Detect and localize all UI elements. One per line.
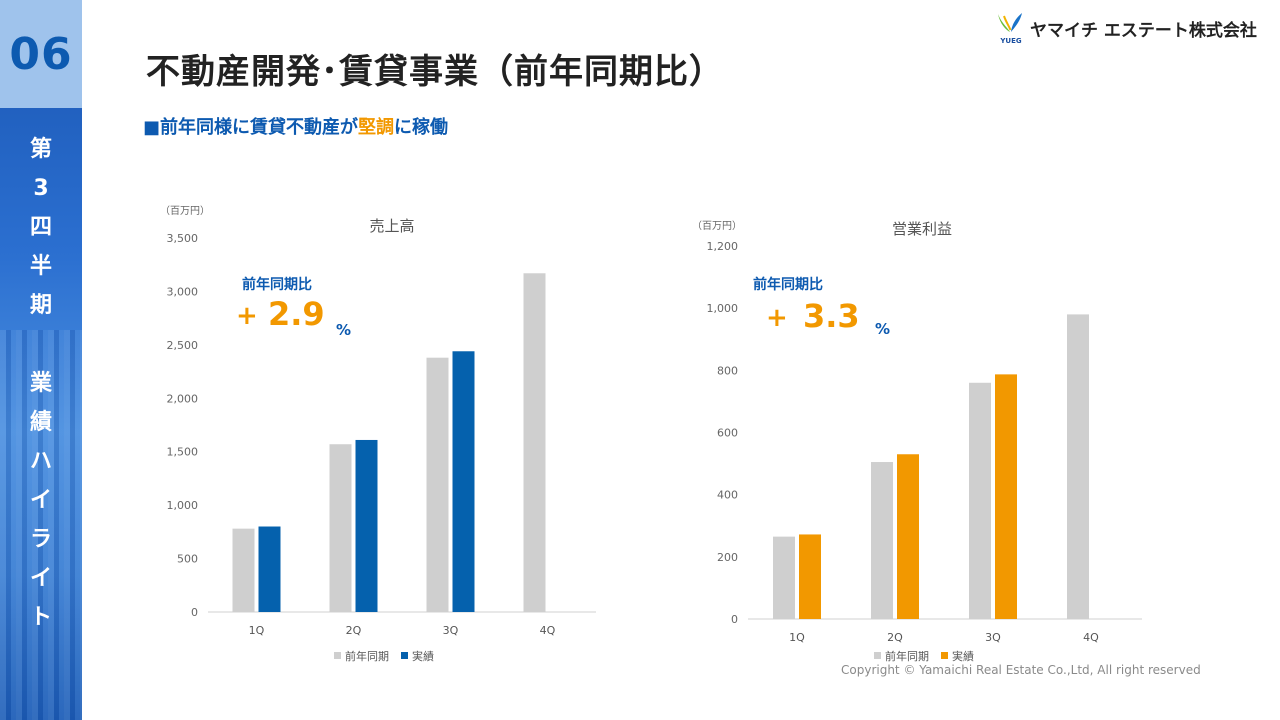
sidebar-char: イ xyxy=(29,566,52,591)
yoy-label: 前年同期比 xyxy=(242,276,312,293)
sidebar-char: ト xyxy=(29,605,52,630)
subtitle-highlight: 堅調 xyxy=(358,117,395,138)
bar-prior-year xyxy=(969,382,991,619)
x-tick-label: 1Q xyxy=(249,624,265,637)
subtitle-prefix: ■前年同様に賃貸不動産が xyxy=(143,117,359,138)
yoy-sign: + xyxy=(236,301,258,331)
yoy-sign: + xyxy=(766,303,788,333)
y-tick-label: 1,200 xyxy=(707,240,739,253)
x-tick-label: 3Q xyxy=(443,624,459,637)
y-tick-label: 3,500 xyxy=(167,232,199,245)
bar-actual xyxy=(897,454,919,619)
x-tick-label: 2Q xyxy=(887,631,903,644)
legend-swatch xyxy=(401,652,408,659)
legend-label: 実績 xyxy=(412,649,434,663)
bar-prior-year xyxy=(329,444,352,612)
yoy-value: 2.9 xyxy=(268,295,325,333)
y-tick-label: 2,000 xyxy=(167,392,199,405)
y-tick-label: 1,500 xyxy=(167,446,199,459)
y-tick-label: 800 xyxy=(717,364,738,377)
y-tick-label: 0 xyxy=(731,613,738,626)
bar-actual xyxy=(799,534,821,619)
legend-swatch xyxy=(941,652,948,659)
sidebar-char: 3 xyxy=(33,176,49,201)
x-tick-label: 3Q xyxy=(985,631,1001,644)
page-subtitle: ■前年同様に賃貸不動産が堅調に稼働 xyxy=(143,113,448,139)
subtitle-suffix: に稼働 xyxy=(394,117,449,138)
chart-title: 売上高 xyxy=(369,217,414,235)
section-number: 06 xyxy=(9,28,73,80)
legend-label: 実績 xyxy=(952,649,974,663)
company-logo: YUEG ヤマイチ エステート株式会社 xyxy=(994,10,1264,46)
y-tick-label: 1,000 xyxy=(167,499,199,512)
legend-label: 前年同期 xyxy=(345,649,389,663)
section-number-box: 06 xyxy=(0,0,82,108)
y-tick-label: 0 xyxy=(191,606,198,619)
sidebar-char: 期 xyxy=(29,293,52,318)
yoy-label: 前年同期比 xyxy=(753,276,823,293)
y-tick-label: 600 xyxy=(717,427,738,440)
sidebar-char: 半 xyxy=(29,254,52,279)
sidebar-char: 績 xyxy=(29,410,52,435)
y-tick-label: 2,500 xyxy=(167,339,199,352)
y-tick-label: 400 xyxy=(717,489,738,502)
sidebar-char: 第 xyxy=(29,137,52,162)
bar-prior-year xyxy=(871,462,893,619)
x-tick-label: 2Q xyxy=(346,624,362,637)
logo-text: YUEG xyxy=(999,37,1022,45)
yoy-value: 3.3 xyxy=(803,297,860,335)
sidebar-char: イ xyxy=(29,488,52,513)
yoy-unit: % xyxy=(875,320,890,338)
y-tick-label: 200 xyxy=(717,551,738,564)
bar-prior-year xyxy=(232,528,255,612)
x-tick-label: 4Q xyxy=(540,624,556,637)
x-tick-label: 1Q xyxy=(789,631,805,644)
y-axis-unit: （百万円） xyxy=(692,220,742,232)
legend-swatch xyxy=(874,652,881,659)
yueg-leaf-icon: YUEG xyxy=(998,13,1022,45)
x-tick-label: 4Q xyxy=(1083,631,1099,644)
sidebar-vertical-title: 第 3 四 半 期 業 績 ハ イ ラ イ ト xyxy=(0,130,82,637)
legend-swatch xyxy=(334,652,341,659)
sidebar-char: 業 xyxy=(29,371,52,396)
sidebar-char: ラ xyxy=(29,527,52,552)
sidebar-char: ハ xyxy=(29,449,52,474)
y-tick-label: 3,000 xyxy=(167,285,199,298)
yoy-unit: % xyxy=(336,321,351,339)
company-name: ヤマイチ エステート株式会社 xyxy=(1030,21,1257,41)
legend-label: 前年同期 xyxy=(885,649,929,663)
bar-prior-year xyxy=(773,536,795,619)
bar-actual xyxy=(258,526,281,612)
bar-actual xyxy=(355,439,378,612)
y-axis-unit: （百万円） xyxy=(160,205,210,217)
copyright: Copyright © Yamaichi Real Estate Co.,Ltd… xyxy=(841,663,1201,677)
page-title: 不動産開発･賃貸事業（前年同期比） xyxy=(146,52,724,92)
y-tick-label: 500 xyxy=(177,553,198,566)
bar-prior-year xyxy=(426,357,449,612)
chart-title: 営業利益 xyxy=(892,220,952,238)
sidebar: 06 第 3 四 半 期 業 績 ハ イ ラ イ ト xyxy=(0,0,82,720)
bar-actual xyxy=(995,374,1017,619)
sidebar-char: 四 xyxy=(29,215,52,240)
bar-prior-year xyxy=(1067,314,1089,619)
city-background-image xyxy=(0,330,82,720)
bar-prior-year xyxy=(523,273,546,612)
y-tick-label: 1,000 xyxy=(707,302,739,315)
bar-actual xyxy=(452,351,475,612)
